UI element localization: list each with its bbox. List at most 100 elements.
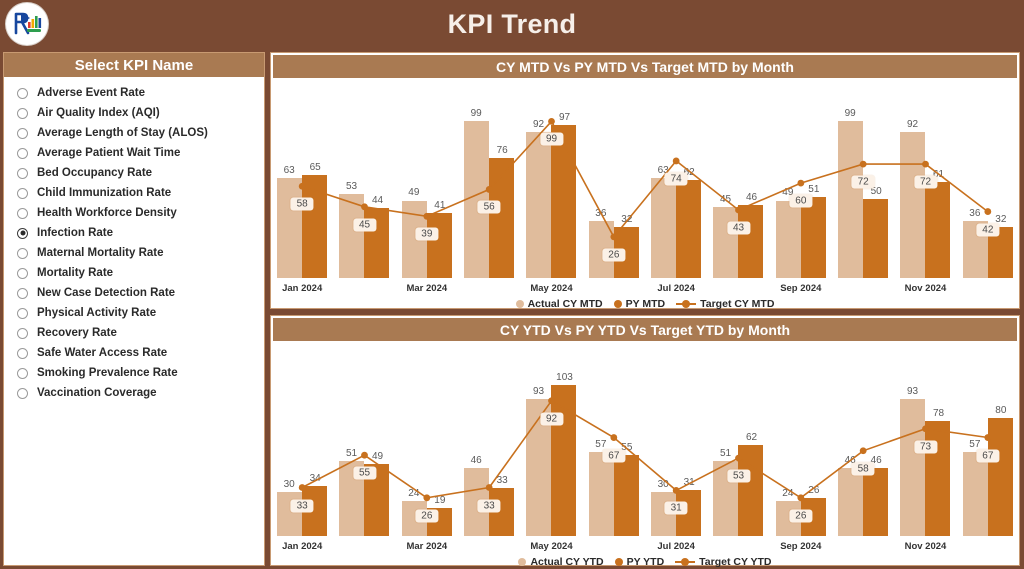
bar-actual[interactable] [526, 132, 552, 278]
chart-month-column[interactable] [957, 341, 1019, 536]
bar-py[interactable] [800, 197, 826, 278]
kpi-radio-item[interactable]: Maternal Mortality Rate [4, 243, 264, 263]
chart-month-column[interactable] [770, 78, 832, 278]
chart-month-column[interactable] [333, 341, 395, 536]
kpi-radio-item[interactable]: Safe Water Access Rate [4, 343, 264, 363]
bar-py[interactable] [551, 124, 577, 278]
radio-selected-icon[interactable] [17, 227, 28, 239]
target-value-callout: 33 [290, 499, 314, 512]
bar-label-py: 46 [745, 192, 758, 204]
radio-unselected-icon[interactable] [17, 207, 28, 219]
kpi-radio-list[interactable]: Adverse Event Rate Air Quality Index (AQI… [4, 77, 264, 403]
chart-legend-mtd[interactable]: Actual CY MTD PY MTD Target CY MTD [271, 298, 1019, 310]
chart-month-column[interactable] [894, 341, 956, 536]
kpi-radio-item[interactable]: Infection Rate [4, 223, 264, 243]
bar-py[interactable] [925, 421, 951, 536]
bar-actual[interactable] [713, 206, 739, 278]
bar-actual[interactable] [339, 194, 365, 278]
radio-unselected-icon[interactable] [17, 127, 28, 139]
chart-month-column[interactable] [271, 78, 333, 278]
chart-month-column[interactable] [396, 78, 458, 278]
kpi-radio-item[interactable]: Average Patient Wait Time [4, 143, 264, 163]
chart-month-column[interactable] [458, 78, 520, 278]
radio-unselected-icon[interactable] [17, 87, 28, 99]
chart-month-column[interactable] [583, 341, 645, 536]
xaxis-tick [458, 536, 520, 556]
bar-actual[interactable] [464, 121, 490, 278]
bar-actual[interactable] [838, 468, 864, 536]
kpi-radio-item[interactable]: Child Immunization Rate [4, 183, 264, 203]
chart-month-column[interactable] [520, 341, 582, 536]
bar-py[interactable] [551, 384, 577, 536]
kpi-radio-item[interactable]: New Case Detection Rate [4, 283, 264, 303]
chart-bars [583, 341, 645, 536]
bar-label-actual: 30 [657, 478, 669, 490]
bar-actual[interactable] [651, 178, 677, 278]
bar-label-py: 78 [932, 408, 945, 420]
radio-unselected-icon[interactable] [17, 287, 28, 299]
bar-actual[interactable] [838, 121, 864, 278]
bar-py[interactable] [426, 213, 452, 278]
kpi-radio-item[interactable]: Air Quality Index (AQI) [4, 103, 264, 123]
bar-actual[interactable] [775, 200, 801, 278]
bar-py[interactable] [925, 181, 951, 278]
radio-unselected-icon[interactable] [17, 327, 28, 339]
chart-legend-ytd[interactable]: Actual CY YTD PY YTD Target CY YTD [271, 556, 1019, 568]
legend-item[interactable]: Actual CY MTD [515, 298, 603, 310]
kpi-radio-label: Adverse Event Rate [37, 87, 146, 99]
xaxis-tick [957, 536, 1019, 556]
bar-actual[interactable] [588, 452, 614, 536]
kpi-radio-item[interactable]: Smoking Prevalence Rate [4, 363, 264, 383]
legend-item[interactable]: Target CY MTD [676, 298, 774, 310]
chart-bars [770, 78, 832, 278]
radio-unselected-icon[interactable] [17, 307, 28, 319]
chart-month-column[interactable] [396, 341, 458, 536]
radio-unselected-icon[interactable] [17, 107, 28, 119]
legend-dot-icon [614, 558, 623, 566]
bar-actual[interactable] [900, 399, 926, 536]
bar-py[interactable] [676, 179, 702, 278]
chart-plot-ytd[interactable]: 30 34 51 49 24 19 46 33 93 103 57 55 30 31 51 62 24 26 46 4… [271, 341, 1019, 536]
legend-item[interactable]: Target CY YTD [675, 556, 772, 568]
radio-unselected-icon[interactable] [17, 187, 28, 199]
kpi-radio-item[interactable]: Health Workforce Density [4, 203, 264, 223]
chart-month-column[interactable] [770, 341, 832, 536]
chart-month-column[interactable] [832, 341, 894, 536]
chart-bars [520, 341, 582, 536]
chart-month-column[interactable] [520, 78, 582, 278]
radio-unselected-icon[interactable] [17, 387, 28, 399]
bar-actual[interactable] [277, 178, 303, 278]
bar-py[interactable] [302, 175, 328, 278]
bar-actual[interactable] [900, 132, 926, 278]
bar-py[interactable] [489, 157, 515, 278]
radio-unselected-icon[interactable] [17, 167, 28, 179]
kpi-radio-item[interactable]: Vaccination Coverage [4, 383, 264, 403]
kpi-radio-item[interactable]: Recovery Rate [4, 323, 264, 343]
bar-py[interactable] [863, 468, 889, 536]
bar-py[interactable] [863, 198, 889, 278]
bar-py[interactable] [738, 444, 764, 536]
radio-unselected-icon[interactable] [17, 367, 28, 379]
chart-month-column[interactable] [707, 341, 769, 536]
kpi-radio-item[interactable]: Adverse Event Rate [4, 83, 264, 103]
chart-plot-mtd[interactable]: 63 65 53 44 49 41 99 76 92 97 36 32 63 62 45 46 49 51 99 50… [271, 78, 1019, 278]
radio-unselected-icon[interactable] [17, 247, 28, 259]
legend-item[interactable]: Actual CY YTD [518, 556, 604, 568]
chart-month-column[interactable] [333, 78, 395, 278]
kpi-radio-item[interactable]: Average Length of Stay (ALOS) [4, 123, 264, 143]
radio-unselected-icon[interactable] [17, 347, 28, 359]
chart-month-column[interactable] [707, 78, 769, 278]
kpi-radio-item[interactable]: Bed Occupancy Rate [4, 163, 264, 183]
kpi-radio-item[interactable]: Mortality Rate [4, 263, 264, 283]
bar-label-actual: 24 [408, 487, 420, 499]
radio-unselected-icon[interactable] [17, 147, 28, 159]
legend-item[interactable]: PY MTD [613, 298, 665, 310]
kpi-radio-item[interactable]: Physical Activity Rate [4, 303, 264, 323]
bar-py[interactable] [987, 418, 1013, 536]
bar-actual[interactable] [962, 452, 988, 536]
bar-py[interactable] [613, 455, 639, 536]
chart-month-column[interactable] [957, 78, 1019, 278]
legend-item[interactable]: PY YTD [614, 556, 664, 568]
bar-py[interactable] [738, 205, 764, 278]
radio-unselected-icon[interactable] [17, 267, 28, 279]
